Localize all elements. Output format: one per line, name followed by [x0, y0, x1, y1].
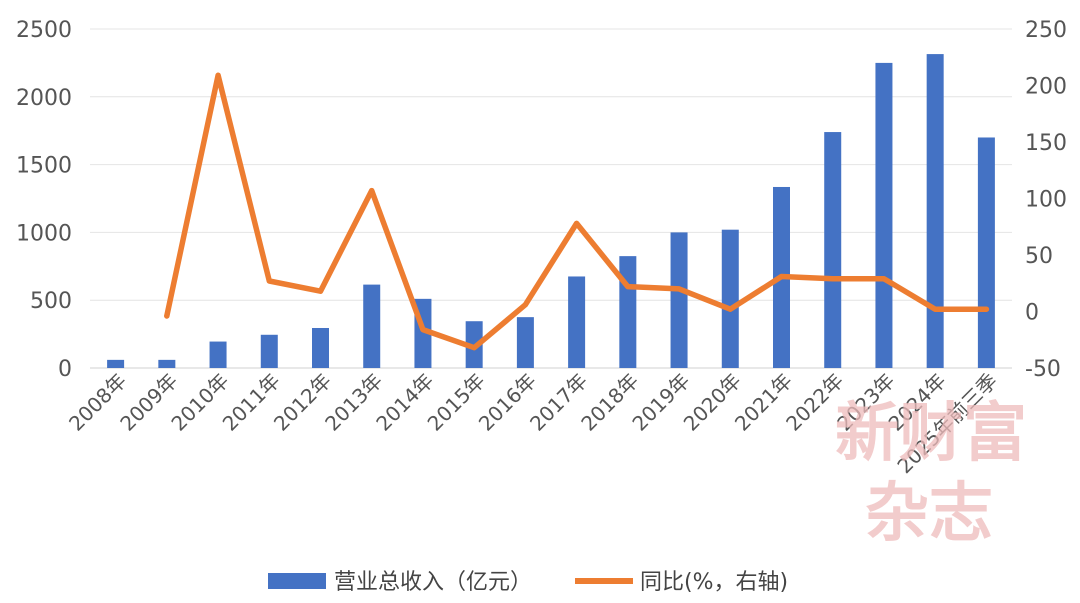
left-tick-label: 1500 [16, 154, 72, 179]
line-point [625, 284, 631, 290]
gridlines [90, 28, 1012, 369]
legend-bar-swatch [268, 573, 326, 589]
bar [107, 359, 125, 368]
line-point [727, 306, 733, 312]
revenue-bars [107, 54, 995, 369]
bar [875, 62, 893, 369]
left-axis-ticks: 0 500 1000 1500 2000 2500 [16, 18, 72, 382]
right-tick-label: 200 [1025, 75, 1067, 100]
line-point [522, 302, 528, 308]
line-point [420, 327, 426, 333]
line-point [574, 220, 580, 226]
right-tick-label: -50 [1025, 357, 1061, 382]
legend-line-label: 同比(%，右轴) [640, 570, 788, 595]
bar [363, 284, 381, 368]
bar [721, 229, 739, 368]
yoy-line [164, 72, 990, 351]
bar [312, 327, 329, 368]
line-point [830, 276, 836, 282]
left-tick-label: 2000 [16, 86, 72, 111]
bar [516, 317, 534, 368]
right-tick-label: 150 [1025, 131, 1067, 156]
left-tick-label: 1000 [16, 221, 72, 246]
bar [977, 137, 995, 368]
watermark: 新财富 杂志 [835, 396, 1027, 551]
right-tick-label: 250 [1025, 18, 1067, 43]
bar [158, 359, 176, 368]
bar [619, 256, 637, 368]
line-point [932, 306, 938, 312]
line-point [164, 313, 170, 319]
right-tick-label: 0 [1025, 301, 1039, 326]
legend-bar-label: 营业总收入（亿元） [334, 570, 532, 595]
left-tick-label: 500 [30, 289, 72, 314]
left-tick-label: 0 [58, 357, 72, 382]
line-point [983, 306, 989, 312]
right-tick-label: 50 [1025, 244, 1053, 269]
right-tick-label: 100 [1025, 188, 1067, 213]
bar [209, 341, 227, 368]
line-point [215, 72, 221, 78]
right-axis-ticks: -50 0 50 100 150 200 250 [1025, 18, 1067, 382]
line-point [471, 345, 477, 351]
line-point [881, 276, 887, 282]
bar [926, 54, 944, 368]
bar [824, 132, 842, 368]
watermark-line2: 杂志 [865, 476, 993, 551]
bar [260, 334, 278, 368]
line-point [318, 288, 323, 294]
line-point [369, 188, 375, 194]
legend: 营业总收入（亿元） 同比(%，右轴) [268, 570, 788, 595]
left-tick-label: 2500 [16, 18, 72, 43]
bar [568, 276, 586, 368]
watermark-line1: 新财富 [835, 396, 1027, 471]
line-point [779, 273, 784, 279]
line-point [676, 286, 682, 292]
line-point [266, 278, 272, 284]
bar [670, 232, 688, 368]
